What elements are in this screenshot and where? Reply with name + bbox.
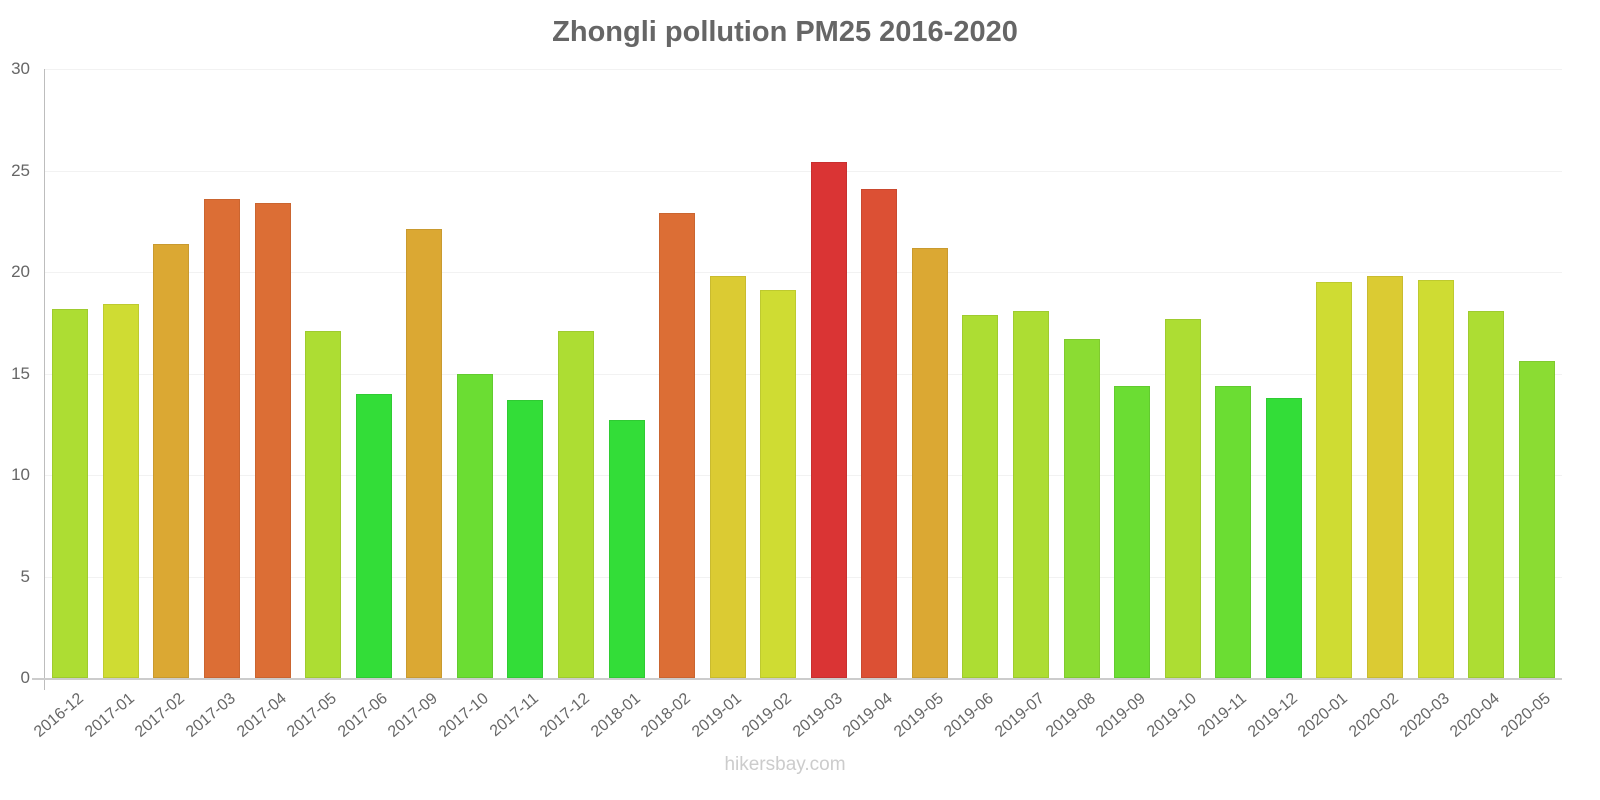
gridline [45, 373, 1562, 375]
bar[interactable] [760, 290, 797, 678]
bar[interactable] [456, 373, 493, 678]
bar[interactable] [153, 243, 190, 678]
bar[interactable] [305, 330, 342, 678]
bar[interactable] [355, 393, 392, 678]
bar[interactable] [1265, 397, 1302, 678]
bar[interactable] [1518, 361, 1555, 678]
bar[interactable] [203, 198, 240, 678]
bar[interactable] [1164, 318, 1201, 678]
y-tick-label: 10 [11, 465, 30, 484]
bar[interactable] [1417, 280, 1454, 678]
y-tick-label: 0 [20, 668, 30, 687]
bar[interactable] [557, 330, 594, 678]
bar[interactable] [52, 308, 89, 678]
bar[interactable] [102, 304, 139, 678]
bar[interactable] [911, 247, 948, 678]
bar[interactable] [659, 213, 696, 678]
y-tick-label: 5 [20, 566, 30, 586]
bar[interactable] [1215, 385, 1252, 678]
gridline [45, 170, 1562, 172]
bar[interactable] [1063, 339, 1100, 678]
gridline [45, 69, 1562, 70]
plot-area [45, 69, 1562, 678]
y-axis-line [44, 69, 45, 690]
bar[interactable] [810, 162, 847, 678]
watermark: hikersbay.com [724, 754, 846, 775]
gridline [45, 576, 1562, 578]
y-tick-label: 15 [11, 363, 30, 383]
chart-title: Zhongli pollution PM25 2016-2020 [552, 16, 1018, 48]
bar[interactable] [1468, 310, 1505, 678]
bar[interactable] [709, 276, 746, 678]
bar[interactable] [962, 314, 999, 678]
bar[interactable] [1367, 276, 1404, 678]
gridline [45, 475, 1562, 476]
gridline [45, 272, 1562, 273]
bar[interactable] [1316, 282, 1353, 678]
bar[interactable] [1114, 385, 1151, 678]
y-tick-label: 30 [11, 59, 30, 78]
bar[interactable] [507, 399, 544, 678]
bar[interactable] [254, 202, 291, 678]
bar[interactable] [1013, 310, 1050, 678]
bar[interactable] [406, 229, 443, 678]
y-tick-label: 25 [11, 160, 30, 180]
x-axis-line [32, 678, 1562, 680]
bar[interactable] [608, 420, 645, 678]
y-tick-label: 20 [11, 262, 30, 281]
bar[interactable] [861, 188, 898, 678]
